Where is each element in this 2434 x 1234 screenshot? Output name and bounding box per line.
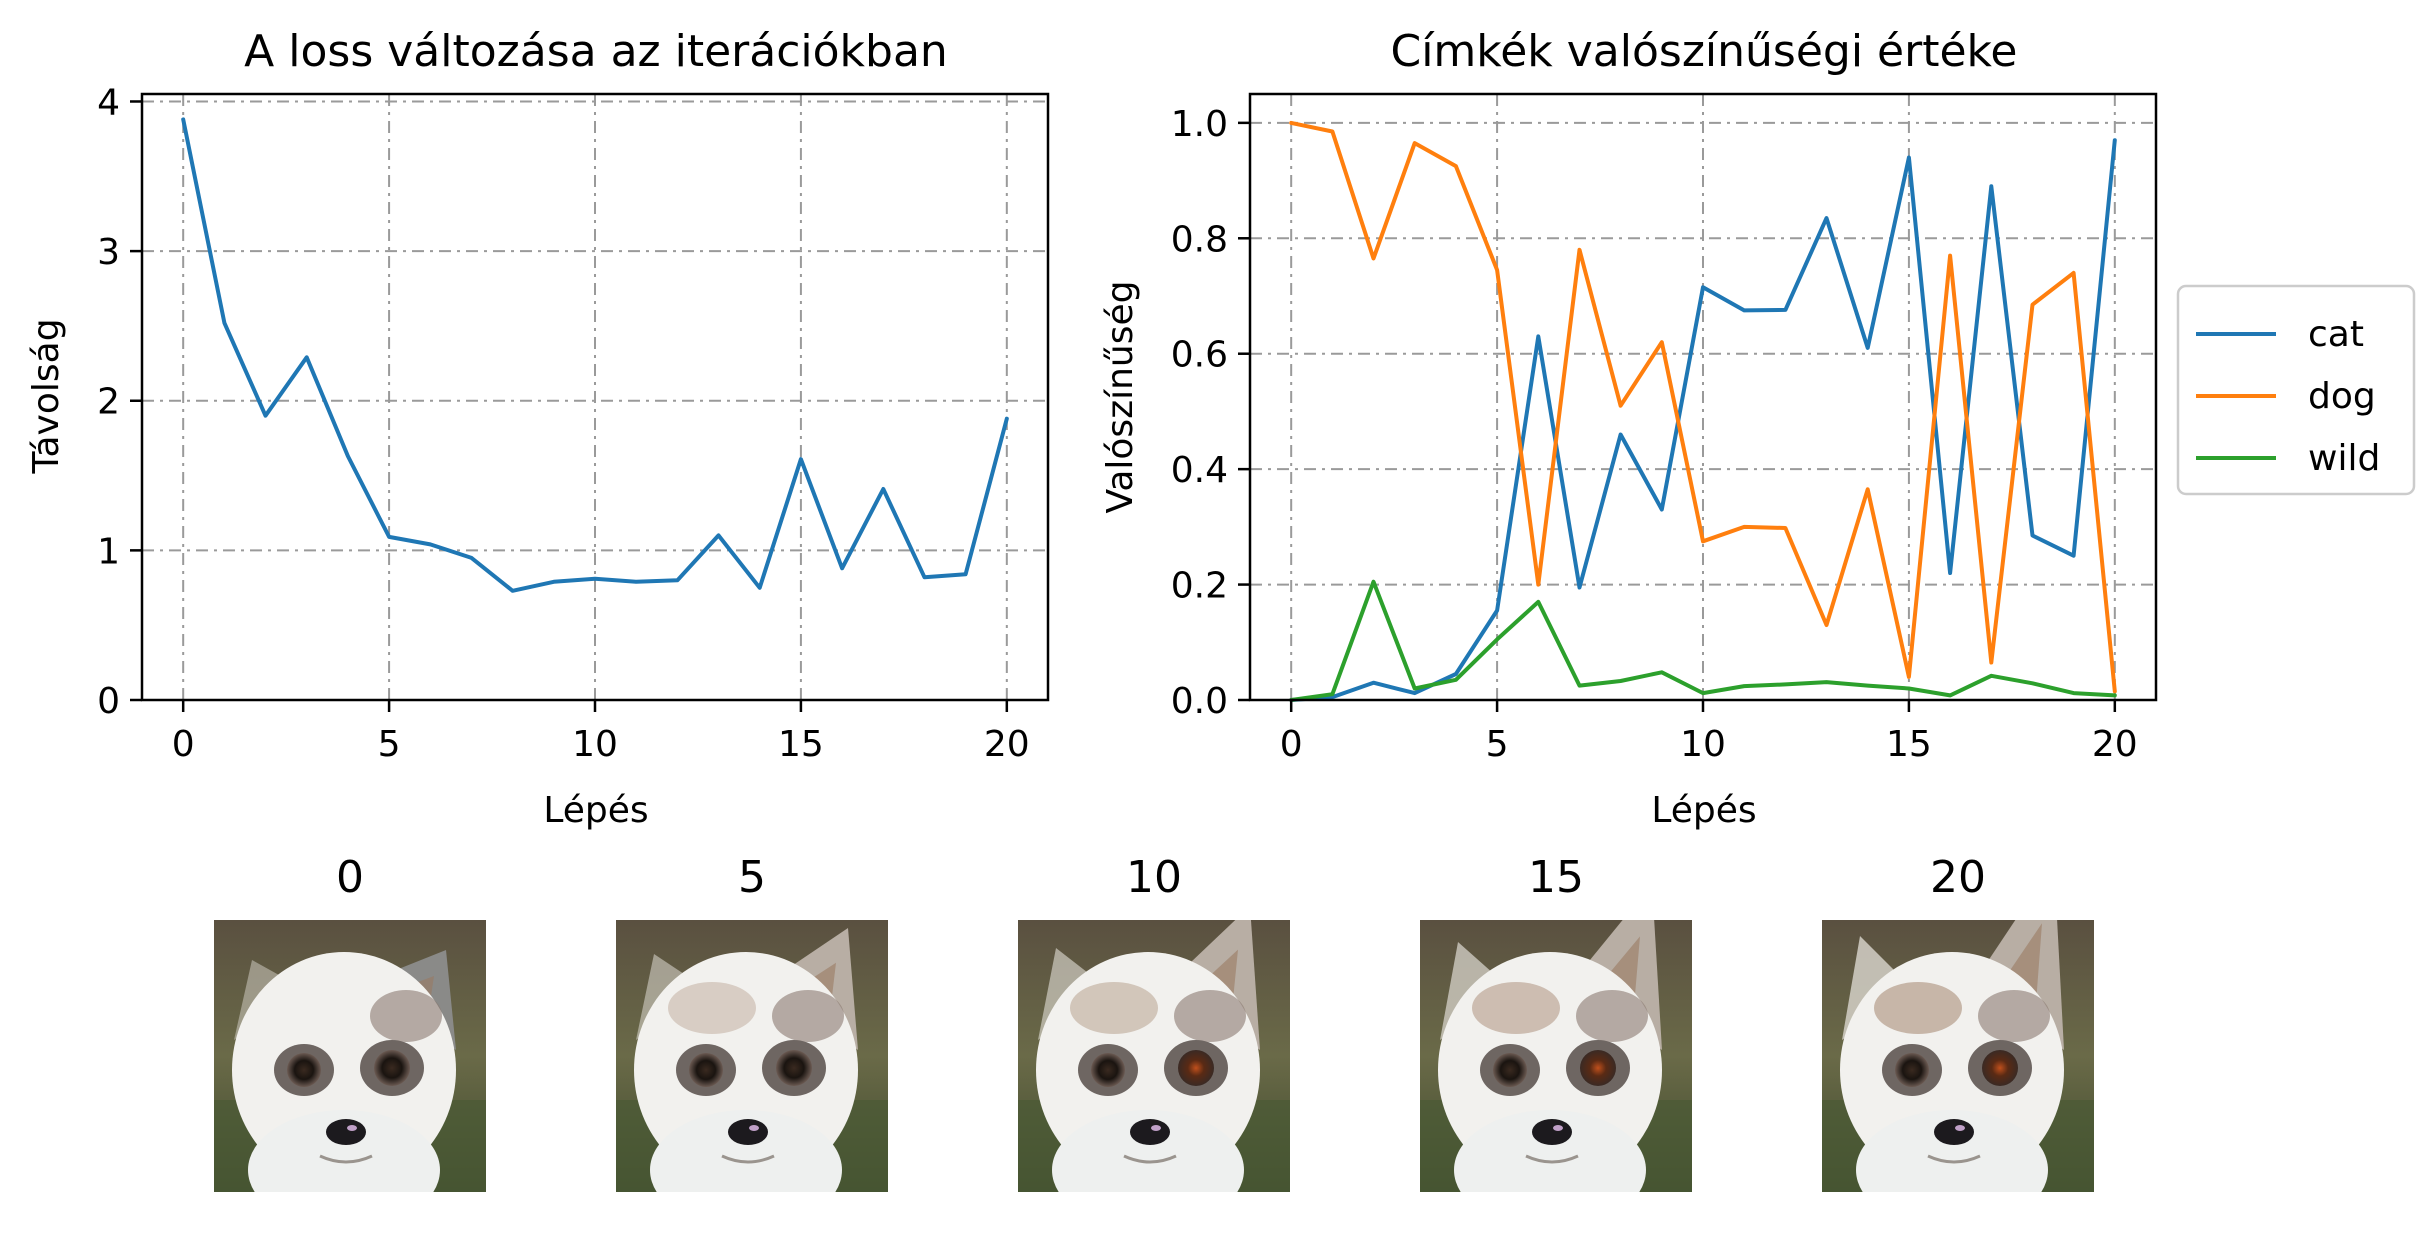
loss-chart-ytick-label: 1 (97, 531, 120, 572)
loss-chart-xtick-label: 10 (572, 724, 618, 765)
probability-chart-line-wild (1289, 579, 2117, 702)
thumbnail-5: 5 (616, 852, 888, 1192)
probability-chart: Címkék valószínűségi értéke Lépés Valósz… (1100, 26, 2158, 831)
probability-chart-ticks: 0 5 10 15 20 0.0 0.2 0.4 0.6 0.8 1.0 (1171, 104, 2138, 765)
loss-chart-x-label: Lépés (543, 790, 648, 831)
probability-chart-xtick-label: 15 (1886, 724, 1932, 765)
probability-chart-x-label: Lépés (1651, 790, 1756, 831)
probability-chart-legend: cat dog wild (2176, 284, 2416, 496)
thumbnail-title: 15 (1528, 852, 1584, 903)
thumbnail-0: 0 (214, 852, 486, 1192)
loss-chart-ytick-label: 2 (97, 382, 120, 423)
loss-chart-ticks: 0 5 10 15 20 0 1 2 3 4 (97, 82, 1030, 765)
legend-label-cat: cat (2308, 314, 2364, 355)
loss-chart-xtick-label: 20 (984, 724, 1030, 765)
loss-chart: A loss változása az iterációkban Lépés T… (26, 26, 1050, 831)
generated-animal-image (1420, 920, 1692, 1192)
loss-chart-y-label: Távolság (26, 318, 67, 474)
probability-chart-ytick-label: 0.2 (1171, 566, 1228, 607)
probability-chart-line-dog (1289, 120, 2117, 694)
probability-chart-title: Címkék valószínűségi értéke (1390, 26, 2017, 77)
probability-chart-ytick-label: 0.0 (1171, 681, 1228, 722)
thumbnail-20: 20 (1822, 852, 2094, 1192)
loss-chart-title: A loss változása az iterációkban (244, 26, 948, 77)
thumbnail-title: 20 (1930, 852, 1986, 903)
probability-chart-y-label: Valószínűség (1100, 281, 1141, 514)
probability-chart-xtick-label: 20 (2092, 724, 2138, 765)
probability-chart-xtick-label: 5 (1486, 724, 1509, 765)
probability-chart-ytick-label: 0.8 (1171, 219, 1228, 260)
probability-chart-xtick-label: 0 (1280, 724, 1303, 765)
thumbnail-title: 10 (1126, 852, 1182, 903)
probability-chart-xtick-label: 10 (1680, 724, 1726, 765)
thumbnail-title: 5 (738, 852, 766, 903)
loss-chart-xtick-label: 15 (778, 724, 824, 765)
probability-chart-ytick-label: 0.4 (1171, 450, 1228, 491)
legend-frame (2176, 284, 2416, 496)
thumbnail-strip: 0 5 10 15 20 (214, 852, 2094, 1192)
thumbnail-title: 0 (336, 852, 364, 903)
thumbnail-15: 15 (1420, 852, 1692, 1192)
legend-label-wild: wild (2308, 438, 2380, 479)
probability-chart-ytick-label: 1.0 (1171, 104, 1228, 145)
generated-animal-image (214, 920, 486, 1192)
probability-chart-ytick-label: 0.6 (1171, 335, 1228, 376)
thumbnail-10: 10 (1018, 852, 1290, 1192)
generated-animal-image (1822, 920, 2094, 1192)
loss-chart-xtick-label: 0 (172, 724, 195, 765)
loss-chart-ytick-label: 3 (97, 232, 120, 273)
loss-chart-xtick-label: 5 (378, 724, 401, 765)
legend-label-dog: dog (2308, 376, 2376, 417)
loss-chart-ytick-label: 4 (97, 82, 120, 123)
loss-chart-ytick-label: 0 (97, 681, 120, 722)
generated-animal-image (616, 920, 888, 1192)
loss-chart-series (181, 117, 1009, 593)
legend-items: cat dog wild (2196, 314, 2380, 479)
probability-chart-series (1289, 120, 2117, 702)
generated-animal-image (1018, 920, 1290, 1192)
loss-chart-line-series-0 (181, 117, 1009, 593)
